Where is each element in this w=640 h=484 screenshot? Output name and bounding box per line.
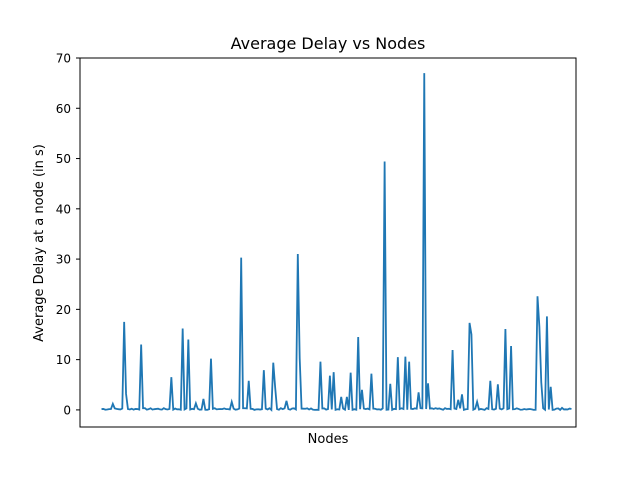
axes-frame <box>79 57 577 428</box>
chart-title: Average Delay vs Nodes <box>231 34 426 53</box>
y-tick-label: 60 <box>56 102 71 116</box>
y-tick-label: 20 <box>56 303 71 317</box>
y-axis-label: Average Delay at a node (in s) <box>32 144 47 342</box>
y-tick-label: 0 <box>63 403 71 417</box>
y-axis-ticks: 0 10 20 30 40 50 60 70 <box>56 52 80 417</box>
x-axis-label: Nodes <box>308 432 349 447</box>
y-tick-label: 50 <box>56 152 71 166</box>
y-tick-label: 40 <box>56 202 71 216</box>
series-line-average-delay <box>101 73 572 412</box>
y-tick-label: 10 <box>56 353 71 367</box>
y-tick-label: 30 <box>56 253 71 267</box>
y-tick-label: 70 <box>56 52 71 66</box>
plot-area <box>101 73 572 412</box>
